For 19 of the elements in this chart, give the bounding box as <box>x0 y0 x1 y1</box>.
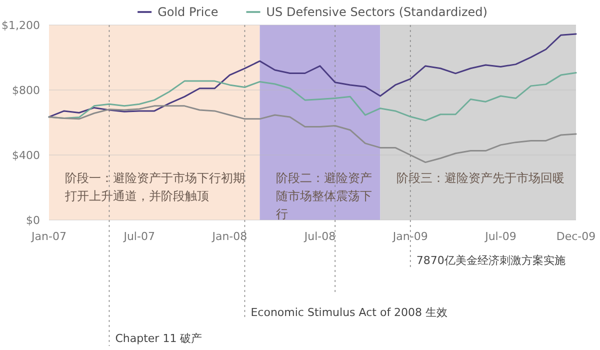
x-tick-label: Dec-09 <box>556 230 596 243</box>
y-tick-label: $400 <box>12 149 40 162</box>
ref-line-label: Economic Stimulus Act of 2008 生效 <box>250 306 448 319</box>
line-series <box>48 33 577 118</box>
y-tick-label: $800 <box>12 84 40 97</box>
x-tick-label: Jul-08 <box>303 230 336 243</box>
x-tick-label: Jul-09 <box>484 230 516 243</box>
ref-line-label: Chapter 11 破产 <box>115 332 202 345</box>
legend-label: US Defensive Sectors (Standardized) <box>266 5 488 19</box>
band-label: 阶段二：避险资产随市场整体震荡下行 <box>276 171 372 221</box>
x-tick-label: Jan-09 <box>392 230 428 243</box>
x-tick-label: Jan-08 <box>211 230 248 243</box>
legend-label: Gold Price <box>158 5 218 19</box>
y-tick-label: $0 <box>26 214 40 227</box>
ref-line-label: 7870亿美金经济刺激方案实施 <box>416 254 566 267</box>
band-label: 阶段三：避险资产先于市场回暖 <box>396 171 564 185</box>
x-tick-label: Jan-07 <box>30 230 66 243</box>
y-tick-label: $1,200 <box>2 19 40 32</box>
x-tick-label: Jul-07 <box>122 230 155 243</box>
